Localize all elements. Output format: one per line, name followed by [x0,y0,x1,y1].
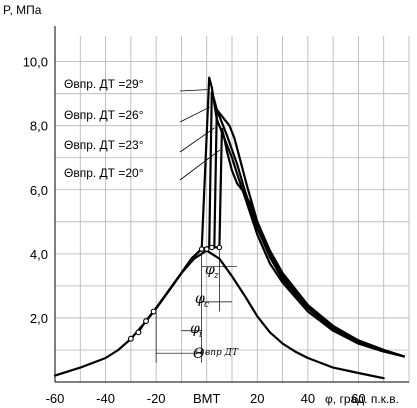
svg-text:впр ДТ: впр ДТ [205,348,239,358]
svg-text:φ: φ [190,321,200,337]
svg-text:Θ: Θ [193,346,205,362]
x-tick-label: 40 [301,391,315,406]
x-tick-label: -20 [147,391,166,406]
y-tick-label: 4,0 [30,247,48,262]
series-leader-1 [179,106,210,123]
motoring-curve [53,249,385,380]
x-tick-label: 60 [351,391,365,406]
injection-start-marker [150,308,157,315]
svg-text:φ: φ [195,291,205,307]
phi-i-annotation: φ i [190,321,202,340]
axes [54,26,409,383]
series-leader-2 [179,127,216,153]
theta-annotation: Θ впр ДТ [193,346,239,362]
label-leaders [179,89,221,181]
x-tick-label: 20 [250,391,264,406]
series-label-23: Θвпр. ДТ =23° [64,138,144,152]
y-tick-label: 6,0 [30,183,48,198]
series-leader-0 [179,89,208,92]
phi-z-annotation: φ z [205,262,219,281]
angle-dimensions [155,250,238,363]
curves [53,76,405,380]
y-tick-label: 2,0 [30,311,48,326]
series-curve-2 [144,108,405,358]
tick-labels: -60 -40 -20 ВМТ 20 40 60 2,0 4,0 6,0 8,0 10,0 [23,55,366,406]
phi-c-annotation: φ c [195,291,209,310]
series-leader-3 [179,149,221,181]
svg-text:c: c [204,300,209,310]
ignition-marker [198,246,205,252]
injection-start-marker [127,335,134,342]
svg-text:z: z [213,271,219,281]
y-axis-title: P, МПа [3,3,42,17]
y-tick-label: 10,0 [23,55,48,70]
svg-text:φ: φ [205,262,215,278]
series-label-29: Θвпр. ДТ =29° [64,77,144,91]
injection-start-marker [135,329,142,336]
ignition-marker [203,246,210,252]
grid [54,36,410,382]
series-curve-1 [137,91,405,358]
x-tick-label: -40 [96,391,115,406]
ignition-marker [209,244,215,251]
ignition-marker [216,244,223,251]
x-tick-label: -60 [46,391,65,406]
y-tick-label: 8,0 [30,119,48,134]
series-label-20: Θвпр. ДТ =20° [64,166,144,180]
series-curve-0 [129,76,405,358]
svg-text:i: i [199,330,202,340]
series-label-26: Θвпр. ДТ =26° [64,108,144,122]
x-tick-label: ВМТ [193,391,221,406]
series-labels: Θвпр. ДТ =29° Θвпр. ДТ =26° Θвпр. ДТ =23… [64,77,144,180]
injection-markers [127,244,223,342]
x-axis-title: φ, град. п.к.в. [325,392,399,406]
injection-start-marker [143,318,149,325]
